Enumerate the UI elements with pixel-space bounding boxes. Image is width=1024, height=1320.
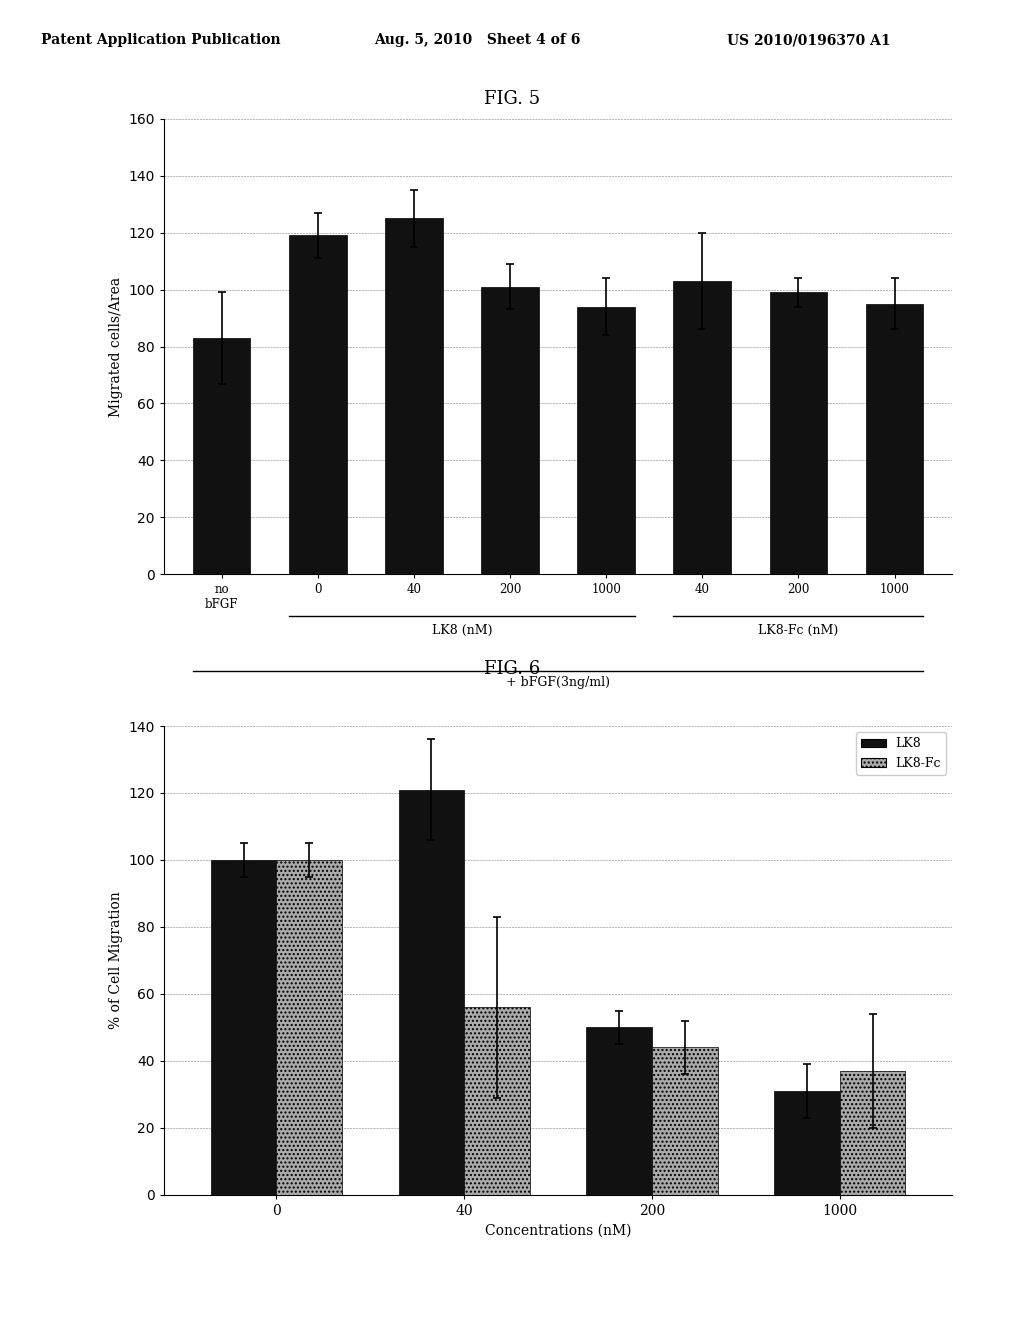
Bar	[385, 218, 442, 574]
Text: US 2010/0196370 A1: US 2010/0196370 A1	[727, 33, 891, 48]
Bar	[211, 859, 276, 1195]
Bar	[193, 338, 251, 574]
Bar	[674, 281, 731, 574]
Text: Patent Application Publication: Patent Application Publication	[41, 33, 281, 48]
Text: LK8 (nM): LK8 (nM)	[432, 624, 493, 638]
Bar	[398, 789, 464, 1195]
Bar	[865, 304, 924, 574]
Y-axis label: Migrated cells/Area: Migrated cells/Area	[109, 276, 123, 417]
Bar	[770, 293, 827, 574]
Bar	[652, 1047, 718, 1195]
Legend: LK8, LK8-Fc: LK8, LK8-Fc	[856, 733, 946, 775]
Bar	[586, 1027, 652, 1195]
Bar	[578, 306, 635, 574]
Bar	[464, 1007, 530, 1195]
Bar	[276, 859, 342, 1195]
Text: FIG. 6: FIG. 6	[484, 660, 540, 678]
Text: + bFGF(3ng/ml): + bFGF(3ng/ml)	[506, 676, 610, 689]
Bar	[774, 1090, 840, 1195]
Text: FIG. 5: FIG. 5	[484, 90, 540, 108]
Text: LK8-Fc (nM): LK8-Fc (nM)	[759, 624, 839, 638]
Bar	[289, 235, 346, 574]
Bar	[481, 286, 539, 574]
Text: Aug. 5, 2010   Sheet 4 of 6: Aug. 5, 2010 Sheet 4 of 6	[374, 33, 581, 48]
X-axis label: Concentrations (nM): Concentrations (nM)	[484, 1224, 632, 1237]
Bar	[840, 1071, 905, 1195]
Y-axis label: % of Cell Migration: % of Cell Migration	[109, 891, 123, 1030]
